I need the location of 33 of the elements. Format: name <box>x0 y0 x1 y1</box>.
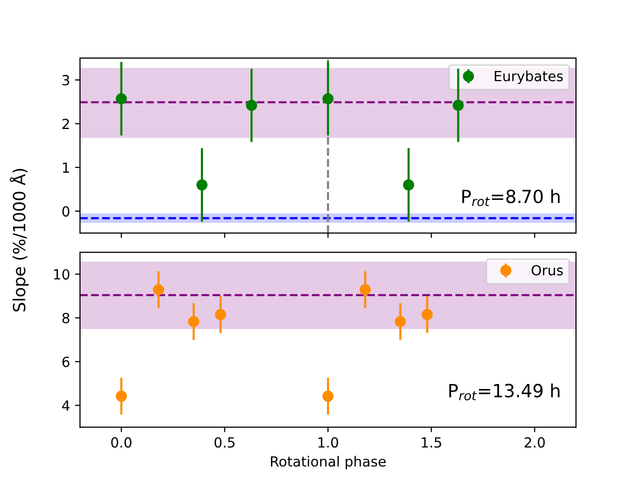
point <box>422 309 433 320</box>
legend-label: Eurybates <box>494 70 563 84</box>
point <box>322 390 334 402</box>
y-axis-title: Slope (%/1000 Å) <box>10 168 29 312</box>
x-tick-label: 2.0 <box>524 437 545 448</box>
y-tick-label: 2 <box>62 118 69 129</box>
point <box>246 100 258 111</box>
annotation: P$_{rot}$=13.49 h <box>449 383 560 400</box>
point <box>188 316 200 328</box>
x-tick-label: 0.5 <box>214 437 234 448</box>
y-tick-label: 0 <box>62 206 70 217</box>
x-tick-label: 0.0 <box>111 437 132 448</box>
point <box>214 309 226 320</box>
annotation: P$_{rot}$=8.70 h <box>462 189 560 206</box>
x-axis-title: Rotational phase <box>270 456 386 470</box>
y-tick-label: 8 <box>62 312 70 324</box>
y-tick-label: 10 <box>54 269 70 280</box>
y-tick-label: 4 <box>62 400 70 411</box>
x-tick-label: 1.5 <box>422 437 442 448</box>
point <box>322 93 334 104</box>
point <box>452 100 464 111</box>
y-tick-label: 3 <box>62 74 70 86</box>
point <box>116 390 127 402</box>
point <box>196 179 208 190</box>
point <box>152 284 164 296</box>
y-tick-label: 6 <box>62 356 70 368</box>
legend-label: Orus <box>532 265 563 276</box>
point <box>394 316 406 328</box>
point <box>403 179 414 190</box>
y-tick-label: 1 <box>62 162 69 173</box>
point <box>360 284 371 296</box>
x-tick-label: 1.0 <box>318 437 338 448</box>
point <box>116 93 127 104</box>
